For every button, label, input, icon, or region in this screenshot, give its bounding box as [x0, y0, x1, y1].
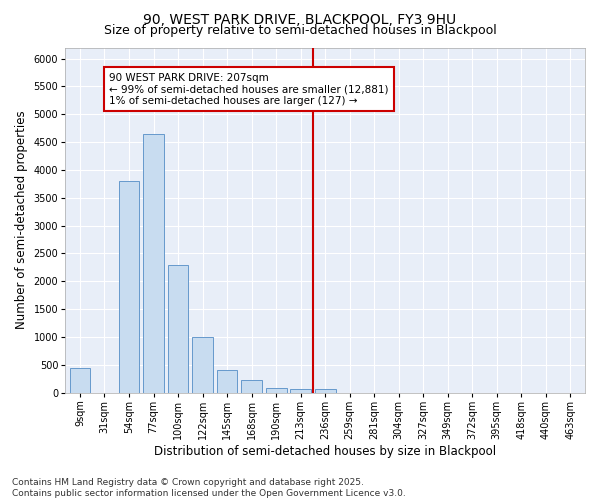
Bar — [290, 388, 311, 392]
Text: 90 WEST PARK DRIVE: 207sqm
← 99% of semi-detached houses are smaller (12,881)
1%: 90 WEST PARK DRIVE: 207sqm ← 99% of semi… — [109, 72, 389, 106]
Bar — [143, 134, 164, 392]
Bar — [241, 380, 262, 392]
X-axis label: Distribution of semi-detached houses by size in Blackpool: Distribution of semi-detached houses by … — [154, 444, 496, 458]
Text: 90, WEST PARK DRIVE, BLACKPOOL, FY3 9HU: 90, WEST PARK DRIVE, BLACKPOOL, FY3 9HU — [143, 12, 457, 26]
Text: Contains HM Land Registry data © Crown copyright and database right 2025.
Contai: Contains HM Land Registry data © Crown c… — [12, 478, 406, 498]
Bar — [167, 264, 188, 392]
Y-axis label: Number of semi-detached properties: Number of semi-detached properties — [15, 111, 28, 330]
Bar — [315, 390, 335, 392]
Bar — [119, 181, 139, 392]
Bar — [192, 337, 213, 392]
Bar — [266, 388, 287, 392]
Bar — [70, 368, 91, 392]
Bar — [217, 370, 238, 392]
Text: Size of property relative to semi-detached houses in Blackpool: Size of property relative to semi-detach… — [104, 24, 496, 37]
